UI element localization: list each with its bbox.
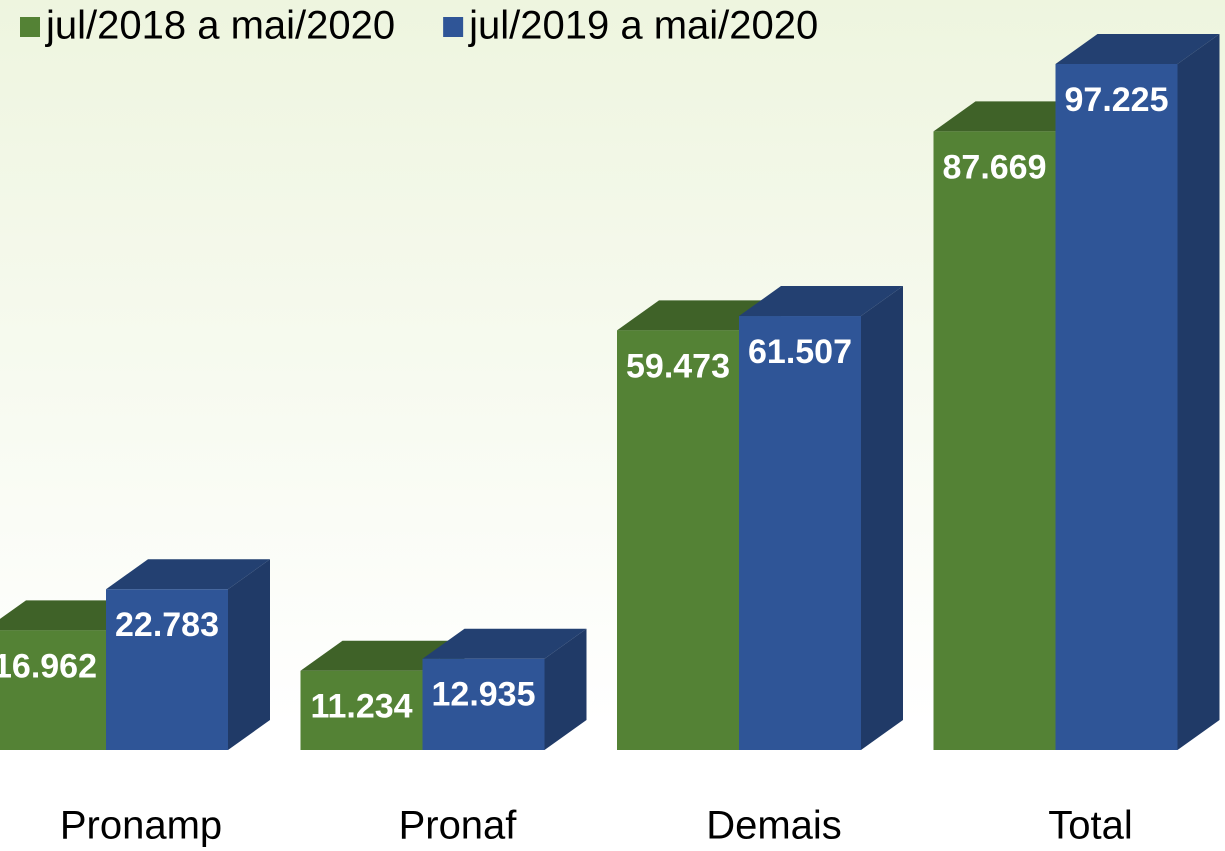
legend-label: jul/2019 a mai/2020 <box>468 4 818 48</box>
bar <box>422 628 587 750</box>
bar-front <box>422 658 545 750</box>
bar-top <box>106 559 270 590</box>
value-label: 16.962 <box>0 647 97 685</box>
bar-front <box>0 630 106 750</box>
bar-front <box>739 316 861 750</box>
x-tick-label: Total <box>1048 804 1133 848</box>
bar-top <box>422 628 587 659</box>
value-label: 12.935 <box>432 676 536 714</box>
bar <box>1055 34 1220 750</box>
bar-front <box>300 670 423 750</box>
x-tick-label: Pronamp <box>60 804 222 848</box>
legend-label: jul/2018 a mai/2020 <box>45 4 395 48</box>
bar-side <box>228 559 270 750</box>
bar-side <box>861 286 903 750</box>
bar-side <box>544 628 587 750</box>
bar <box>106 559 270 750</box>
value-label: 22.783 <box>115 606 219 644</box>
legend-swatch <box>443 17 464 37</box>
value-label: 97.225 <box>1065 81 1169 119</box>
legend-swatch <box>20 17 40 37</box>
bar-front <box>1055 64 1178 750</box>
bar-front <box>106 589 228 750</box>
value-label: 59.473 <box>626 347 730 385</box>
bar-front <box>933 131 1056 750</box>
x-tick-label: Demais <box>706 804 842 848</box>
bar-front <box>617 330 739 750</box>
bar-top <box>739 286 903 317</box>
value-label: 11.234 <box>310 688 412 726</box>
x-tick-label: Pronaf <box>399 804 518 848</box>
bar-side <box>1177 34 1220 750</box>
value-label: 61.507 <box>748 333 852 371</box>
bar-top <box>1055 34 1220 64</box>
bar <box>739 286 903 750</box>
value-label: 87.669 <box>943 148 1047 186</box>
